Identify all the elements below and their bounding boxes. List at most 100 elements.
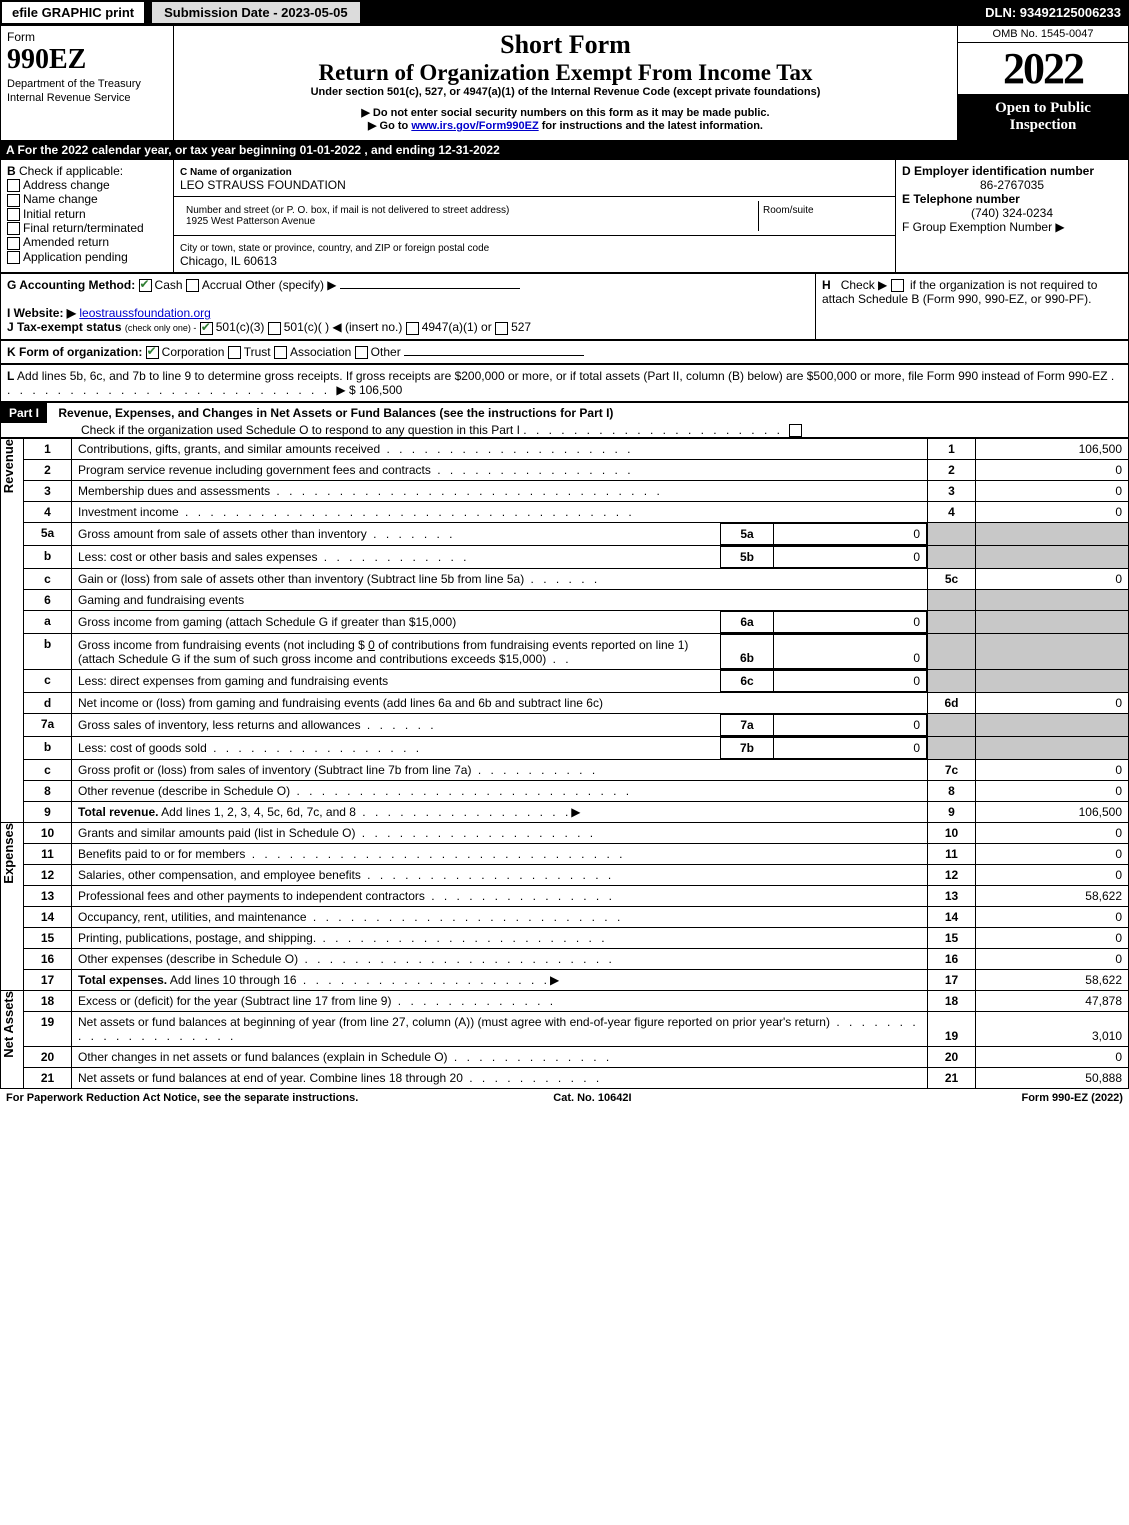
part1-check-text: Check if the organization used Schedule … xyxy=(1,423,520,437)
section-e-label: E Telephone number xyxy=(902,192,1020,206)
name-change-label: Name change xyxy=(23,192,98,206)
trust-checkbox[interactable] xyxy=(228,346,241,359)
shaded-cell xyxy=(976,737,1129,760)
line-num: 4 xyxy=(24,502,72,523)
sub-line-box: 7b xyxy=(721,738,774,759)
accrual-checkbox[interactable] xyxy=(186,279,199,292)
line-num: 15 xyxy=(24,928,72,949)
ssn-warning: ▶ Do not enter social security numbers o… xyxy=(180,106,951,119)
line-num: 19 xyxy=(24,1012,72,1047)
line-amount: 47,878 xyxy=(976,991,1129,1012)
name-change-checkbox[interactable] xyxy=(7,194,20,207)
line-desc: Other expenses (describe in Schedule O) … xyxy=(72,949,928,970)
shaded-cell xyxy=(928,670,976,693)
line-desc: Grants and similar amounts paid (list in… xyxy=(72,823,928,844)
line-num: 21 xyxy=(24,1068,72,1089)
cash-checkbox[interactable] xyxy=(139,279,152,292)
submission-date-box: Submission Date - 2023-05-05 xyxy=(150,0,362,25)
sub-line-amount: 0 xyxy=(774,738,927,759)
line-num: c xyxy=(24,760,72,781)
line-num: 18 xyxy=(24,991,72,1012)
501c3-label: 501(c)(3) xyxy=(216,320,265,334)
section-b-cell: B Check if applicable: Address change Na… xyxy=(1,160,174,273)
amended-checkbox[interactable] xyxy=(7,237,20,250)
line-box: 15 xyxy=(928,928,976,949)
line-amount: 0 xyxy=(976,693,1129,714)
501c3-checkbox[interactable] xyxy=(200,322,213,335)
line-num: 10 xyxy=(24,823,72,844)
line-num: d xyxy=(24,693,72,714)
section-c-label: C Name of organization xyxy=(180,167,292,178)
line-num: 12 xyxy=(24,865,72,886)
line-num: a xyxy=(24,611,72,634)
section-k-label: K Form of organization: xyxy=(7,345,142,359)
initial-return-checkbox[interactable] xyxy=(7,208,20,221)
section-k-cell: K Form of organization: Corporation Trus… xyxy=(1,340,1129,363)
assoc-label: Association xyxy=(290,345,351,359)
501c-checkbox[interactable] xyxy=(268,322,281,335)
section-b-label: B xyxy=(7,164,16,178)
line-num: 3 xyxy=(24,481,72,502)
line-box: 9 xyxy=(928,802,976,823)
line-desc: Contributions, gifts, grants, and simila… xyxy=(72,439,928,460)
line-amount: 0 xyxy=(976,865,1129,886)
shaded-cell xyxy=(928,546,976,569)
line-desc: Other changes in net assets or fund bala… xyxy=(72,1047,928,1068)
final-return-checkbox[interactable] xyxy=(7,222,20,235)
addr-change-checkbox[interactable] xyxy=(7,179,20,192)
line-desc: Occupancy, rent, utilities, and maintena… xyxy=(72,907,928,928)
4947-checkbox[interactable] xyxy=(406,322,419,335)
dln-label: DLN: 93492125006233 xyxy=(985,5,1129,20)
sub-line-box: 6b xyxy=(721,635,774,669)
527-checkbox[interactable] xyxy=(495,322,508,335)
line-box: 18 xyxy=(928,991,976,1012)
irs-label: Internal Revenue Service xyxy=(7,92,131,104)
footer-right: Form 990-EZ (2022) xyxy=(1021,1092,1123,1104)
line-desc-with-sub: Gross sales of inventory, less returns a… xyxy=(72,714,928,737)
ein-value: 86-2767035 xyxy=(902,178,1122,192)
schedule-b-checkbox[interactable] xyxy=(891,279,904,292)
section-h-cell: H Check ▶ if the organization is not req… xyxy=(816,274,1129,340)
sub-line-box: 7a xyxy=(721,715,774,736)
section-def-cell: D Employer identification number 86-2767… xyxy=(896,160,1129,273)
top-header-bar: efile GRAPHIC print Submission Date - 20… xyxy=(0,0,1129,25)
section-g-label: G Accounting Method: xyxy=(7,278,135,292)
phone-value: (740) 324-0234 xyxy=(902,206,1122,220)
line-amount: 0 xyxy=(976,760,1129,781)
form-id-cell: Form 990EZ Department of the Treasury In… xyxy=(1,26,174,141)
other-org-checkbox[interactable] xyxy=(355,346,368,359)
line-num: 14 xyxy=(24,907,72,928)
room-suite-label: Room/suite xyxy=(759,201,890,231)
corp-checkbox[interactable] xyxy=(146,346,159,359)
app-pending-checkbox[interactable] xyxy=(7,251,20,264)
sub-line-box: 5b xyxy=(721,547,774,568)
line-box: 16 xyxy=(928,949,976,970)
page-footer: For Paperwork Reduction Act Notice, see … xyxy=(0,1089,1129,1107)
sub-line-box: 5a xyxy=(721,524,774,545)
addr-change-label: Address change xyxy=(23,178,110,192)
line-amount: 0 xyxy=(976,781,1129,802)
irs-link[interactable]: www.irs.gov/Form990EZ xyxy=(411,120,538,132)
line-desc: Salaries, other compensation, and employ… xyxy=(72,865,928,886)
website-link[interactable]: leostraussfoundation.org xyxy=(79,306,210,320)
other-specify-field[interactable] xyxy=(340,288,520,289)
footer-left: For Paperwork Reduction Act Notice, see … xyxy=(6,1092,358,1104)
assoc-checkbox[interactable] xyxy=(274,346,287,359)
section-j-label: J Tax-exempt status xyxy=(7,320,122,334)
dots: . . . . . . . . . . . . . . . . . . . . … xyxy=(523,423,789,437)
line-desc-with-sub: Less: direct expenses from gaming and fu… xyxy=(72,670,928,693)
section-l-label: L xyxy=(7,369,14,383)
efile-button[interactable]: efile GRAPHIC print xyxy=(0,0,146,25)
part1-schedule-o-checkbox[interactable] xyxy=(789,424,802,437)
section-h-label: H xyxy=(822,278,831,292)
city-label: City or town, state or province, country… xyxy=(180,243,489,254)
trust-label: Trust xyxy=(244,345,271,359)
section-l-block: L Add lines 5b, 6c, and 7b to line 9 to … xyxy=(0,364,1129,402)
app-pending-label: Application pending xyxy=(23,250,128,264)
dept-treasury: Department of the Treasury xyxy=(7,78,141,90)
other-org-field[interactable] xyxy=(404,355,584,356)
line-box: 8 xyxy=(928,781,976,802)
revenue-section-label: Revenue xyxy=(1,439,16,493)
line-num: b xyxy=(24,634,72,670)
efile-label: efile xyxy=(12,5,38,20)
